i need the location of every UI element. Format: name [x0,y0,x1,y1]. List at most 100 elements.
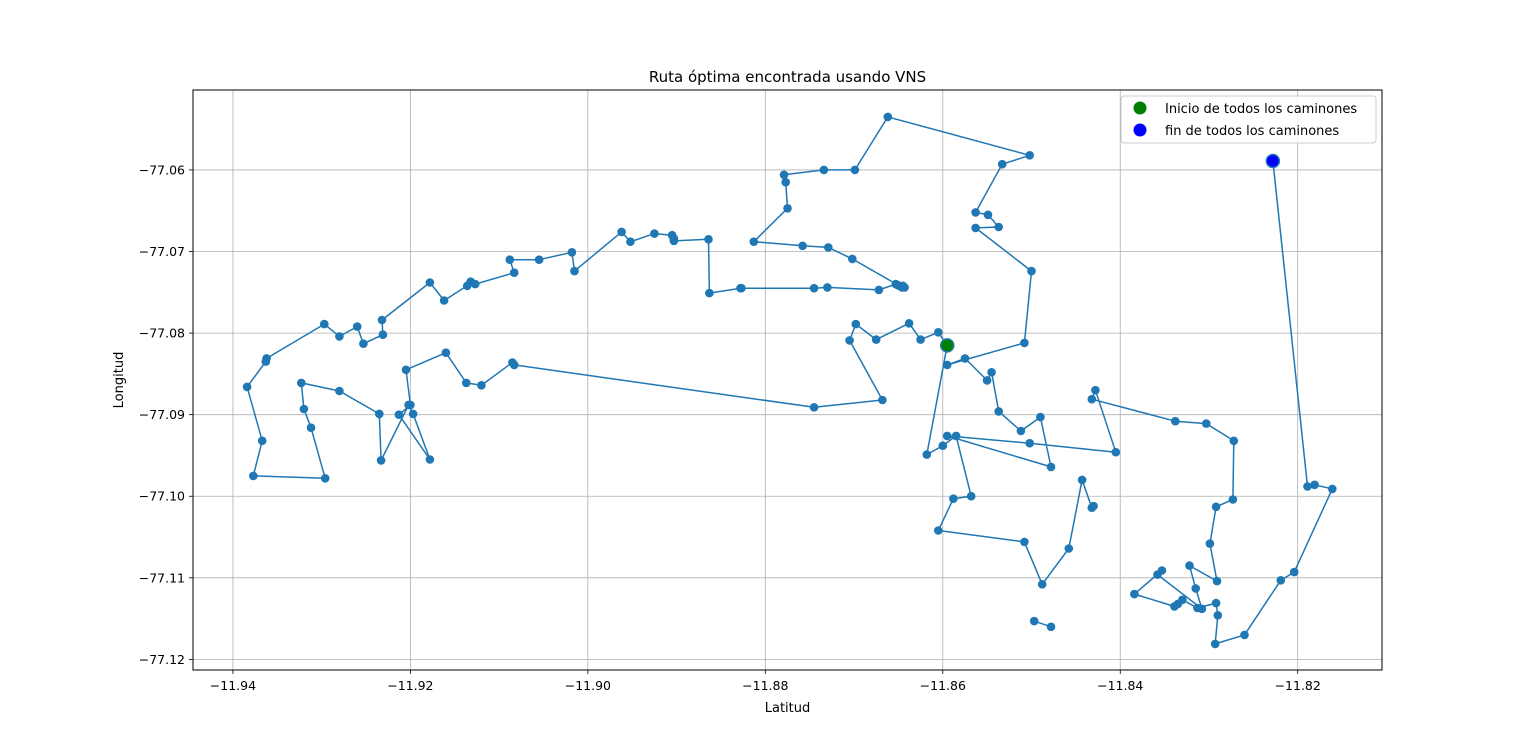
route-point [705,288,714,298]
route-point [823,283,832,292]
route-point [1185,561,1194,570]
route-point [439,296,449,305]
route-point [1087,394,1097,404]
route-point [378,330,388,340]
x-tick-label: −11.82 [1275,678,1321,693]
route-point [359,339,368,349]
route-point [257,436,267,446]
route-point [994,407,1003,416]
route-point [1178,595,1187,605]
route-point [1191,584,1200,593]
route-point [1036,412,1045,422]
route-point [1202,419,1211,428]
route-point [704,235,713,244]
route-point [477,381,486,390]
y-tick-label: −77.06 [139,162,185,177]
route-point [850,165,860,175]
route-point [922,450,932,459]
route-point [1193,603,1202,613]
y-tick-label: −77.07 [139,244,185,259]
route-point [1089,501,1098,511]
route-point [1210,639,1220,649]
route-point [1171,416,1180,426]
route-point [851,319,861,329]
route-point [1310,480,1319,490]
y-tick-label: −77.11 [139,570,185,585]
route-point [878,395,887,405]
x-tick-label: −11.88 [742,678,788,693]
route-point [1037,580,1047,589]
route-point [1289,567,1299,577]
route-point [809,403,819,412]
route-point [1016,426,1026,436]
y-tick-label: −77.10 [139,489,185,504]
route-point [425,455,435,464]
route-point [983,210,993,220]
y-tick-label: −77.08 [139,326,185,341]
route-point [916,335,925,344]
route-point [781,177,790,187]
route-point [306,423,316,433]
start-marker [939,338,955,353]
route-point [1064,544,1074,553]
plot-frame [192,89,1383,671]
x-tick-label: −11.90 [565,678,611,693]
route-point [938,441,948,451]
route-point [320,474,330,483]
route-point [783,204,792,213]
route-point [942,431,952,441]
route-point [297,378,306,388]
points-layer [242,112,1337,649]
route-point [1046,462,1056,472]
route-point [534,255,544,264]
route-point [779,170,789,180]
grid-lines [193,90,1382,670]
x-tick-label: −11.86 [920,678,966,693]
route-point [1213,611,1223,620]
route-point [404,400,413,410]
end-marker [1265,153,1281,169]
route-point [1025,438,1034,448]
route-point [897,283,907,292]
route-point [904,319,914,328]
route-point [1077,475,1087,485]
y-axis-ticks: −77.06 −77.07 −77.08 −77.09 −77.10 −77.11 −77.… [139,162,193,667]
route-point [1205,539,1215,548]
route-point [951,431,961,441]
route-point [987,368,996,377]
route-point [505,255,515,264]
route-point [966,491,976,501]
route-point [1211,598,1221,608]
route-point [798,241,807,251]
y-tick-label: −77.12 [139,652,185,667]
route-point [508,358,517,367]
route-point [509,268,519,278]
route-point [997,159,1007,169]
legend-end-marker [1133,123,1147,137]
route-point [335,386,344,396]
route-point [1046,622,1056,632]
route-point [377,315,387,325]
route-point [320,319,329,329]
route-point [394,410,404,420]
route-point [401,365,411,375]
route-point [249,471,258,481]
route-point [1157,566,1167,575]
route-point [1025,151,1034,160]
route-point [982,376,992,385]
route-point [1228,495,1238,504]
route-point [441,348,451,358]
route-point [626,237,635,246]
route-point [1020,338,1029,348]
route-point [462,378,471,388]
route-point [335,332,344,341]
route-point [299,404,309,414]
route-point [1091,385,1100,395]
route-point [470,279,480,289]
legend-start-label: Inicio de todos los caminones [1165,102,1357,117]
route-point [749,237,759,246]
y-tick-label: −77.09 [139,407,185,422]
legend: Inicio de todos los caminones fin de tod… [1120,95,1377,144]
x-tick-label: −11.94 [210,678,256,693]
